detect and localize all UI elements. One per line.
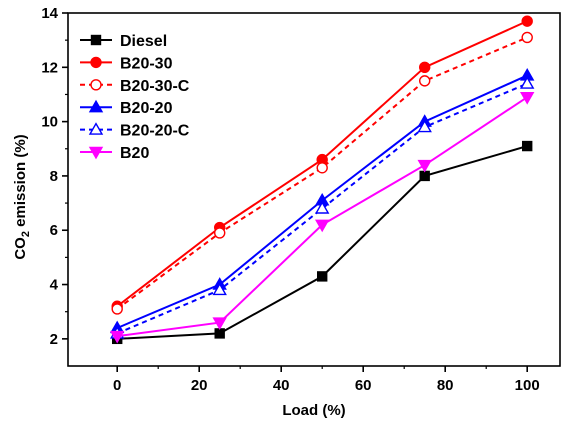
data-point-diesel xyxy=(522,140,533,152)
series-line-b20-30-c xyxy=(116,36,528,310)
data-point-b20 xyxy=(417,159,432,173)
series-b20-30-c xyxy=(111,31,533,315)
y-tick-label: 10 xyxy=(41,114,58,131)
legend-marker-b20-20-c xyxy=(88,122,104,135)
data-point-diesel xyxy=(214,328,225,339)
data-point-b20-30-c xyxy=(316,162,328,174)
legend-marker-diesel xyxy=(90,34,102,46)
x-tick-label: 0 xyxy=(113,377,121,394)
legend-item-b20-20: B20-20 xyxy=(80,99,173,117)
legend-marker-b20-30-c xyxy=(90,79,102,91)
data-point-b20-20-c xyxy=(314,201,330,214)
y-tick-label: 2 xyxy=(50,331,58,348)
y-tick-label: 12 xyxy=(41,59,58,76)
series-b20 xyxy=(109,91,535,344)
data-point-b20-20-c xyxy=(417,119,432,133)
data-point-diesel xyxy=(317,271,328,282)
legend-item-diesel: Diesel xyxy=(80,33,167,50)
legend-item-b20-30: B20-30 xyxy=(80,55,173,72)
series-line-b20-20-c xyxy=(116,82,528,335)
data-point-b20-20-c xyxy=(519,76,535,89)
x-axis-title: Load (%) xyxy=(282,402,345,419)
legend-label-b20: B20 xyxy=(120,145,149,162)
data-point-b20-30-c xyxy=(213,227,226,239)
data-point-b20-30 xyxy=(419,61,431,74)
plot-frame xyxy=(67,12,561,367)
y-axis-title-rest: emission (%) xyxy=(12,134,29,231)
y-axis-title-main: CO xyxy=(12,237,29,260)
legend-item-b20-20-c: B20-20-C xyxy=(80,122,190,140)
series-diesel xyxy=(111,140,533,345)
axes: 0 20 40 60 80 100 2 4 6 8 10 12 14 xyxy=(41,5,561,394)
y-tick-label: 6 xyxy=(50,222,58,239)
y-axis-title: CO2 emission (%) xyxy=(12,134,32,259)
x-tick-label: 40 xyxy=(273,377,290,394)
data-point-diesel xyxy=(419,170,430,182)
x-tick-label: 80 xyxy=(437,377,454,394)
series-line-diesel xyxy=(117,145,528,340)
x-tick-label: 20 xyxy=(191,377,208,394)
legend-item-b20: B20 xyxy=(80,145,149,162)
data-point-b20 xyxy=(109,330,125,344)
data-point-b20-30-c xyxy=(521,31,533,44)
data-point-b20 xyxy=(519,91,535,105)
x-tick-label: 100 xyxy=(515,377,540,394)
data-point-b20-30-c xyxy=(111,303,123,315)
legend-label-b20-30: B20-30 xyxy=(120,55,173,72)
legend-label-b20-20: B20-20 xyxy=(120,100,173,117)
legend-marker-b20-30 xyxy=(90,56,102,69)
data-point-b20-30-c xyxy=(419,75,431,87)
legend-marker-b20 xyxy=(88,146,104,160)
data-point-b20 xyxy=(314,219,330,233)
data-point-b20 xyxy=(212,317,227,330)
data-point-b20-20-c xyxy=(212,282,227,296)
legend-label-diesel: Diesel xyxy=(120,33,167,50)
legend-label-b20-30-c: B20-30-C xyxy=(120,78,190,95)
x-tick-label: 60 xyxy=(355,377,372,394)
data-point-b20-30 xyxy=(521,15,533,27)
series-b20-20 xyxy=(109,68,535,334)
legend: Diesel B20-30 B20-30-C B20-20 B20-20-C B20 xyxy=(80,33,190,162)
y-axis-title-sub: 2 xyxy=(20,231,32,237)
series-b20-20-c xyxy=(109,76,535,339)
legend-item-b20-30-c: B20-30-C xyxy=(80,78,190,95)
legend-marker-b20-20 xyxy=(88,99,104,113)
series-layer xyxy=(109,15,535,345)
legend-label-b20-20-c: B20-20-C xyxy=(120,123,190,140)
y-tick-label: 8 xyxy=(50,168,58,185)
y-tick-label: 4 xyxy=(50,277,59,294)
y-tick-label: 14 xyxy=(41,5,58,22)
